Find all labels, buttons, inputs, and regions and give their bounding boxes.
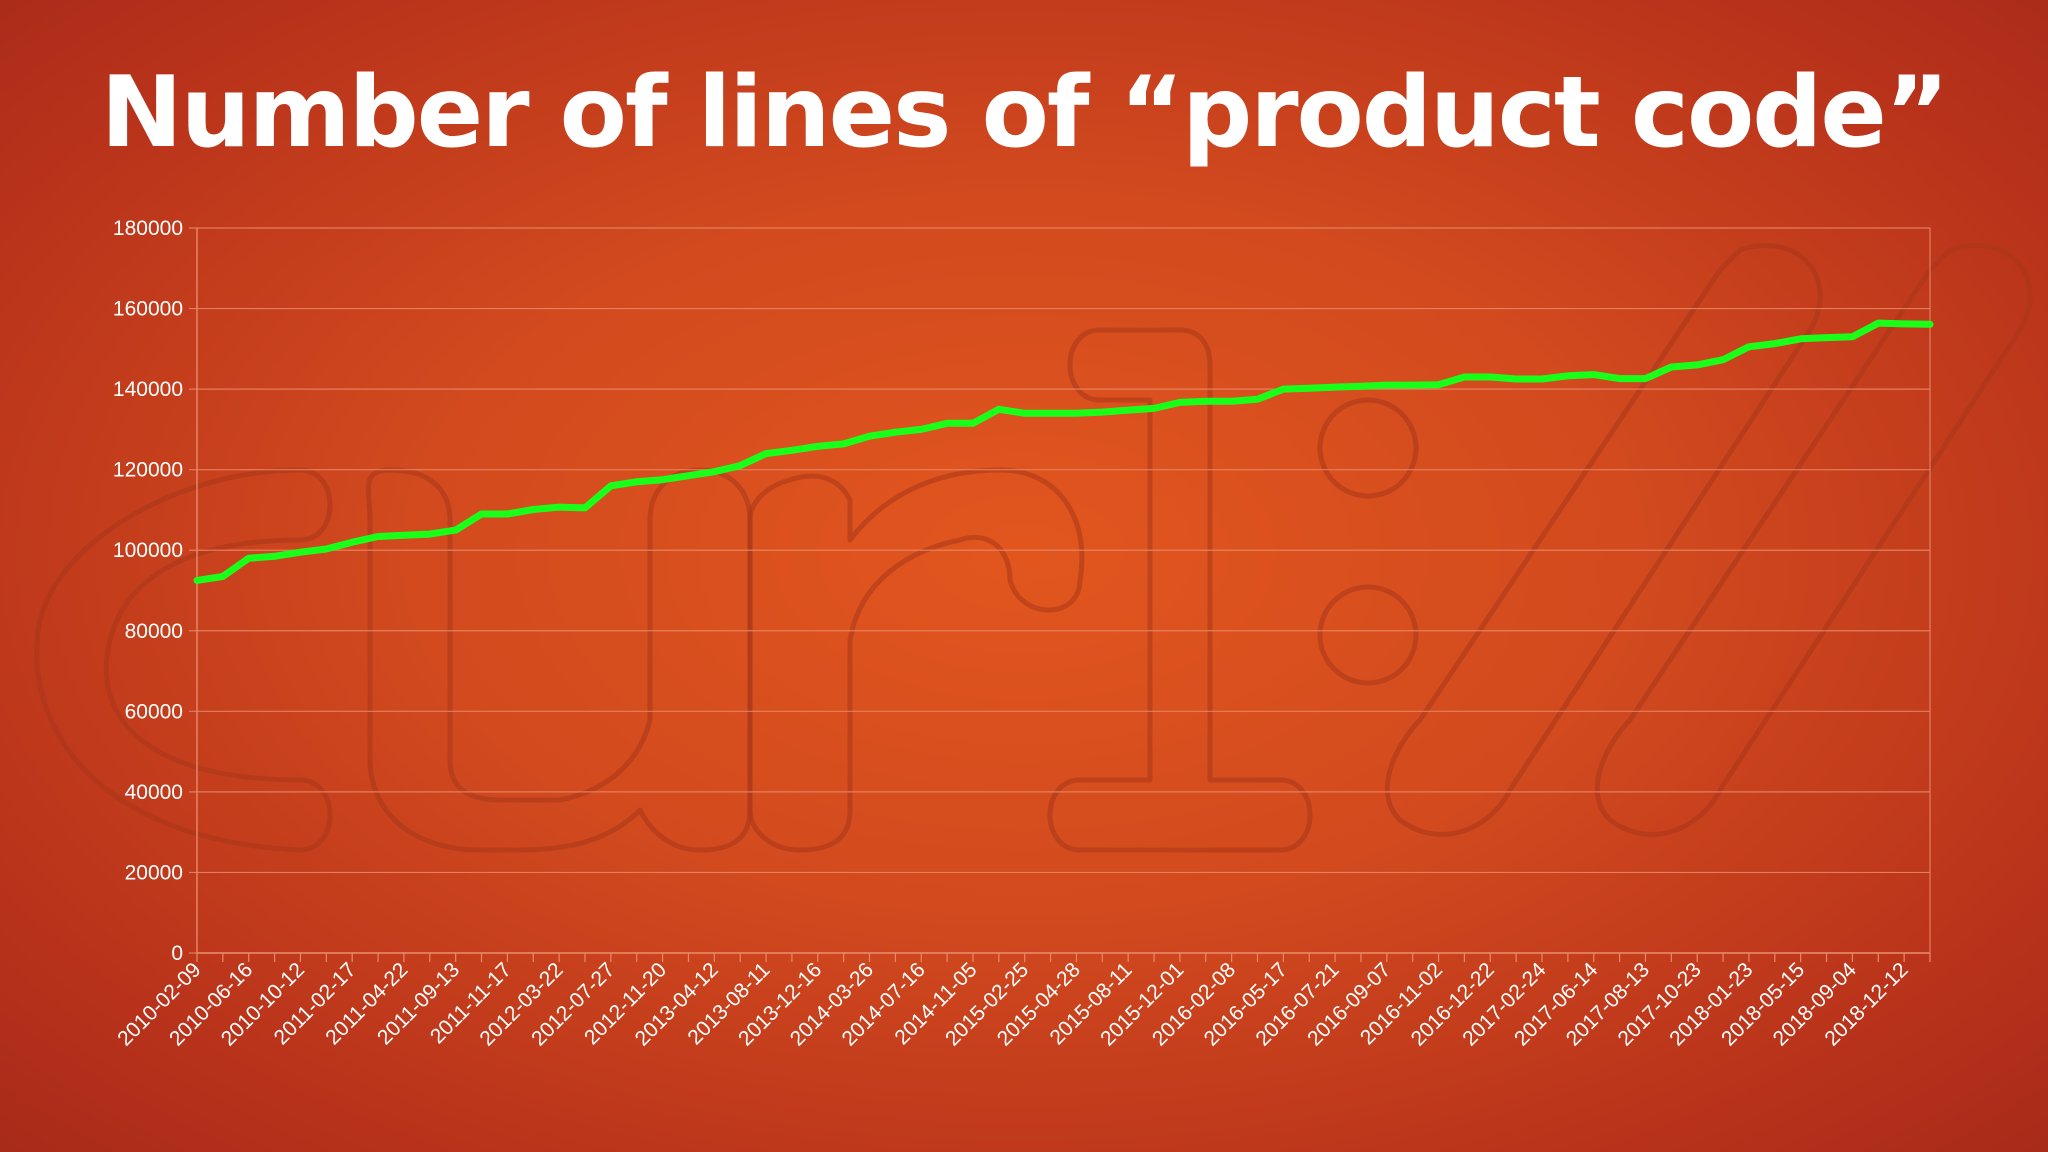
y-tick-label: 120000: [113, 459, 183, 482]
y-tick-label: 0: [171, 942, 183, 965]
y-tick-label: 100000: [113, 539, 183, 562]
x-axis: 2010-02-092010-06-162010-10-122011-02-17…: [113, 952, 1931, 1050]
y-tick-label: 60000: [125, 700, 183, 723]
y-axis: 0 20000 40000 60000 80000 100000 120000 140000 1…: [113, 217, 198, 965]
y-tick-label: 20000: [125, 861, 183, 884]
y-tick-label: 140000: [113, 378, 183, 401]
chart-series: [193, 319, 1934, 584]
y-tick-label: 180000: [113, 217, 183, 240]
chart-gridlines: [189, 227, 1931, 954]
series-line: [193, 319, 1934, 584]
y-tick-label: 40000: [125, 781, 183, 804]
y-tick-label: 80000: [125, 620, 183, 643]
y-tick-label: 160000: [113, 298, 183, 321]
slide-title: Number of lines of “product code”: [100, 56, 1950, 170]
